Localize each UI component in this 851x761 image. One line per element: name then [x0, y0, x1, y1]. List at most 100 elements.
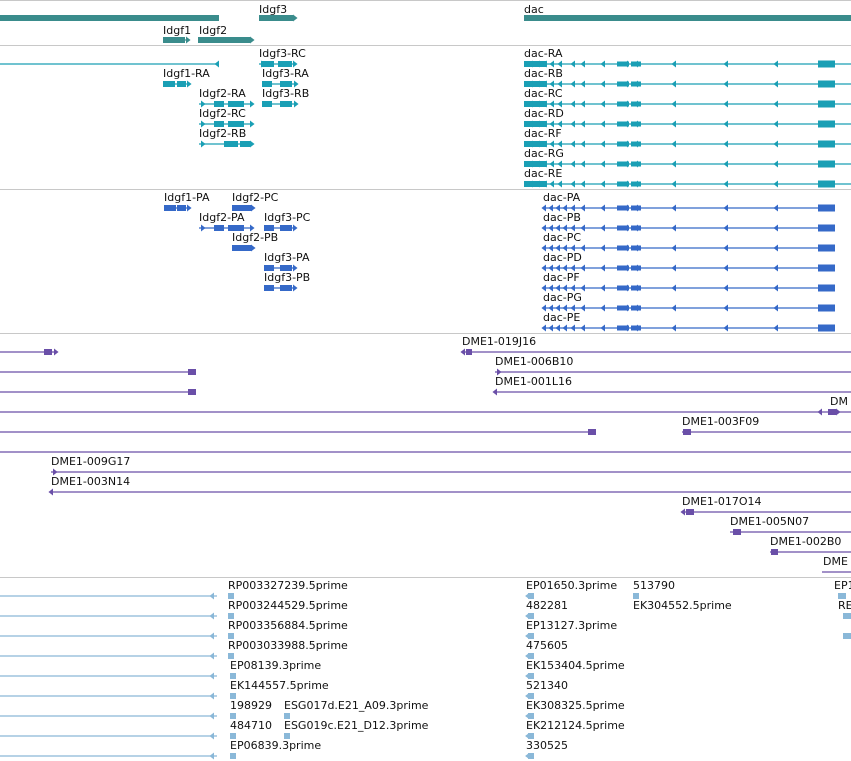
strand-arrow-left-icon: [209, 652, 214, 660]
strand-arrow-left-icon: [541, 264, 546, 272]
exon-block: [818, 80, 835, 88]
exon-block: [224, 141, 238, 147]
strand-arrow-left-icon: [633, 100, 638, 108]
transcript-label: Idgf2-RC: [199, 107, 246, 120]
exon-block: [818, 324, 835, 332]
strand-arrow-left-icon: [525, 713, 529, 719]
exon-block: [280, 225, 292, 231]
strand-arrow-left-icon: [562, 224, 567, 232]
strand-arrow-left-icon: [829, 140, 834, 148]
strand-arrow-left-icon: [600, 244, 605, 252]
protein-label: dac-PA: [543, 191, 581, 204]
strand-arrow-left-icon: [555, 264, 560, 272]
clone-feature: [730, 529, 851, 535]
strand-arrow-left-icon: [549, 80, 554, 88]
protein-label: Idgf3-PA: [264, 251, 310, 264]
strand-arrow-left-icon: [528, 180, 533, 188]
protein-label: Idgf1-PA: [164, 191, 210, 204]
strand-arrow-right-icon: [294, 80, 299, 88]
est-block: [528, 693, 534, 699]
strand-arrow-right-icon: [251, 244, 256, 252]
strand-arrow-left-icon: [549, 100, 554, 108]
est-label: EK212124.5prime: [526, 719, 625, 732]
strand-arrow-left-icon: [548, 304, 553, 312]
est-block: [230, 713, 236, 719]
strand-arrow-left-icon: [773, 324, 778, 332]
strand-arrow-right-icon: [201, 120, 206, 128]
strand-arrow-left-icon: [600, 160, 605, 168]
strand-arrow-left-icon: [671, 304, 676, 312]
exon-block: [188, 369, 196, 375]
est-label: EP13127.3prime: [526, 619, 617, 632]
strand-arrow-left-icon: [542, 60, 547, 68]
gene-feature: [0, 15, 219, 21]
strand-arrow-left-icon: [557, 80, 562, 88]
est-feature: [0, 692, 217, 700]
strand-arrow-left-icon: [525, 653, 529, 659]
strand-arrow-left-icon: [214, 60, 219, 68]
exon-block: [264, 265, 274, 271]
strand-arrow-left-icon: [562, 324, 567, 332]
strand-arrow-left-icon: [580, 244, 585, 252]
est-block: [284, 713, 290, 719]
strand-arrow-left-icon: [525, 733, 529, 739]
gene-label: Idgf3: [259, 3, 287, 16]
exon-block: [214, 121, 224, 127]
transcript-feature: [262, 80, 299, 88]
strand-arrow-right-icon: [201, 140, 206, 148]
strand-arrow-left-icon: [555, 284, 560, 292]
strand-arrow-left-icon: [548, 284, 553, 292]
strand-arrow-left-icon: [600, 324, 605, 332]
exon-block: [818, 120, 835, 128]
transcript-feature: [524, 100, 851, 108]
est-block: [528, 733, 534, 739]
strand-arrow-right-icon: [293, 60, 298, 68]
strand-arrow-right-icon: [293, 264, 298, 272]
strand-arrow-left-icon: [528, 100, 533, 108]
strand-arrow-left-icon: [541, 304, 546, 312]
protein-feature: [264, 284, 298, 292]
transcript-label: dac-RE: [524, 167, 562, 180]
strand-arrow-left-icon: [562, 264, 567, 272]
strand-arrow-left-icon: [633, 224, 638, 232]
strand-arrow-left-icon: [723, 140, 728, 148]
protein-label: dac-PE: [543, 311, 580, 324]
strand-arrow-left-icon: [633, 60, 638, 68]
strand-arrow-left-icon: [570, 224, 575, 232]
strand-arrow-left-icon: [557, 60, 562, 68]
strand-arrow-left-icon: [600, 284, 605, 292]
est-block: [843, 613, 851, 619]
strand-arrow-left-icon: [580, 120, 585, 128]
est-label: EP1: [834, 579, 851, 592]
strand-arrow-left-icon: [562, 244, 567, 252]
protein-feature: [264, 224, 298, 232]
protein-feature: [264, 264, 298, 272]
est-block: [843, 633, 851, 639]
gene-label: Idgf1: [163, 24, 191, 37]
strand-arrow-left-icon: [671, 140, 676, 148]
strand-arrow-left-icon: [535, 60, 540, 68]
strand-arrow-left-icon: [580, 140, 585, 148]
exon-block: [177, 81, 186, 87]
exon-block: [280, 81, 292, 87]
strand-arrow-right-icon: [250, 120, 255, 128]
exon-block: [198, 37, 250, 43]
transcript-label: Idgf1-RA: [163, 67, 210, 80]
strand-arrow-left-icon: [723, 180, 728, 188]
exon-block: [524, 61, 546, 67]
protein-feature: [199, 224, 255, 232]
exon-block: [214, 101, 224, 107]
est-label: 475605: [526, 639, 568, 652]
strand-arrow-left-icon: [600, 120, 605, 128]
strand-arrow-left-icon: [671, 80, 676, 88]
strand-arrow-left-icon: [525, 633, 529, 639]
clone-feature: [0, 429, 596, 435]
strand-arrow-left-icon: [829, 80, 834, 88]
strand-arrow-left-icon: [528, 80, 533, 88]
clone-feature: [680, 508, 851, 516]
strand-arrow-left-icon: [723, 304, 728, 312]
strand-arrow-left-icon: [555, 224, 560, 232]
exon-block: [617, 161, 629, 167]
strand-arrow-left-icon: [542, 160, 547, 168]
clone-label: DME1-001L16: [495, 375, 572, 388]
